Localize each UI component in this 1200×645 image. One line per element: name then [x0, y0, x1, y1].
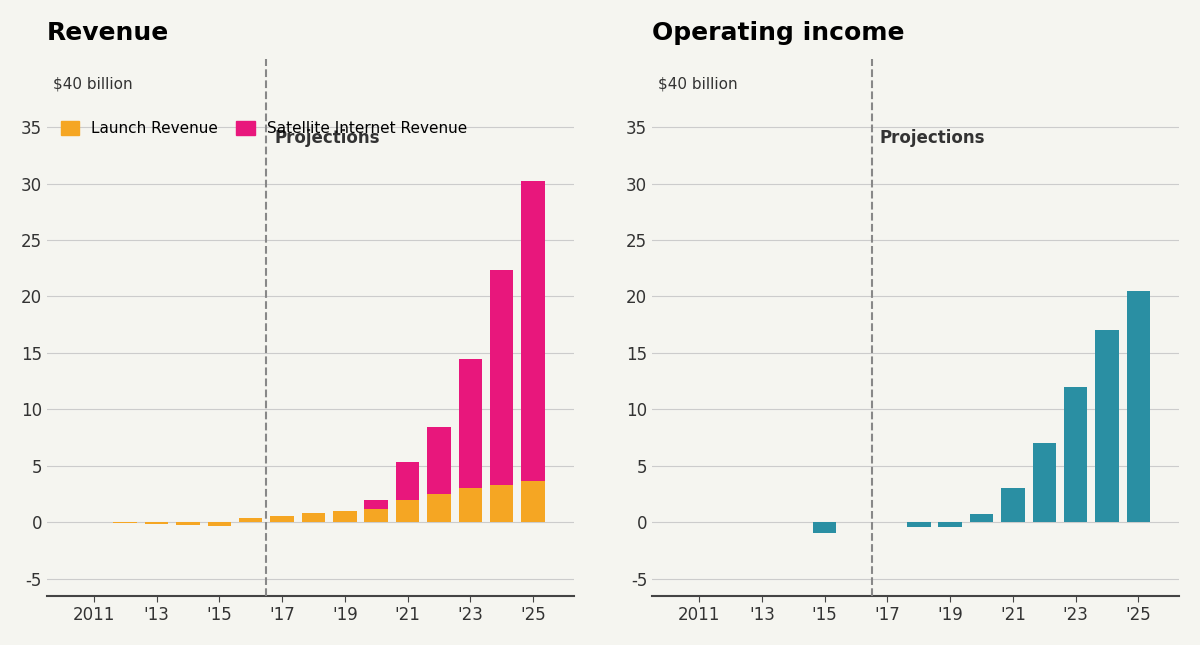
Bar	[458, 359, 482, 488]
Bar	[176, 522, 199, 525]
Bar	[301, 513, 325, 522]
Bar	[490, 270, 514, 485]
Bar	[365, 500, 388, 509]
Bar	[521, 481, 545, 522]
Bar	[970, 515, 994, 522]
Bar	[1064, 387, 1087, 522]
Bar	[1001, 488, 1025, 522]
Bar	[938, 522, 962, 527]
Bar	[334, 511, 356, 522]
Bar	[145, 522, 168, 524]
Text: $40 billion: $40 billion	[53, 76, 133, 91]
Bar	[365, 509, 388, 522]
Text: $40 billion: $40 billion	[659, 76, 738, 91]
Bar	[521, 181, 545, 481]
Bar	[458, 488, 482, 522]
Bar	[490, 485, 514, 522]
Bar	[1127, 291, 1150, 522]
Bar	[208, 522, 232, 526]
Text: Revenue: Revenue	[47, 21, 169, 45]
Text: Projections: Projections	[275, 129, 379, 147]
Bar	[270, 515, 294, 522]
Bar	[1032, 443, 1056, 522]
Text: Projections: Projections	[880, 129, 985, 147]
Bar	[427, 428, 451, 494]
Bar	[396, 500, 419, 522]
Bar	[396, 462, 419, 500]
Bar	[239, 518, 263, 522]
Bar	[427, 494, 451, 522]
Bar	[907, 522, 930, 527]
Bar	[1096, 330, 1118, 522]
Text: Operating income: Operating income	[652, 21, 905, 45]
Legend: Launch Revenue, Satellite Internet Revenue: Launch Revenue, Satellite Internet Reven…	[54, 115, 473, 143]
Bar	[812, 522, 836, 533]
